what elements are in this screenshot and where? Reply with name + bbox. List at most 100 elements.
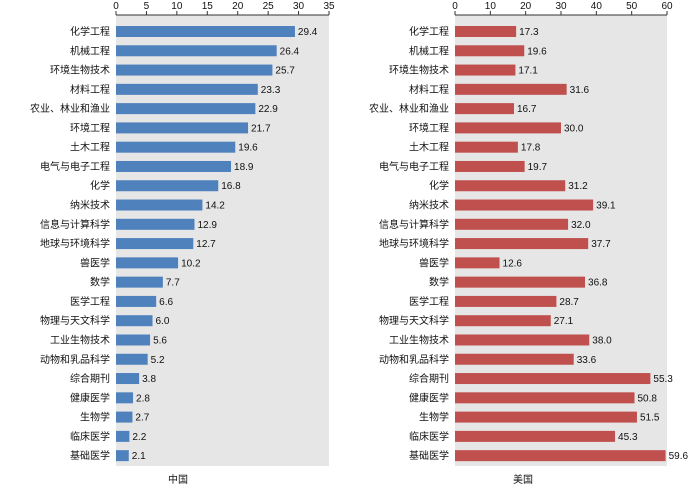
chart1-value-label: 37.7 bbox=[591, 239, 611, 250]
chart0-bar bbox=[116, 180, 219, 192]
chart0-value-label: 2.2 bbox=[132, 432, 146, 443]
chart1-value-label: 36.8 bbox=[588, 278, 608, 289]
chart0-title: 中国 bbox=[168, 473, 188, 486]
chart0-value-label: 26.4 bbox=[280, 46, 300, 57]
chart1-bar bbox=[455, 411, 637, 423]
chart1-tick-label: 10 bbox=[485, 1, 497, 12]
chart0-tick-label: 10 bbox=[171, 1, 183, 12]
chart1-value-label: 31.2 bbox=[568, 181, 588, 192]
chart1-tick-label: 40 bbox=[591, 1, 603, 12]
chart1-value-label: 28.7 bbox=[559, 297, 579, 308]
chart1-bar bbox=[455, 334, 590, 346]
chart1-category-label: 动物和乳品科学 bbox=[379, 353, 449, 366]
chart0-bar bbox=[116, 295, 157, 307]
chart0-bar bbox=[116, 103, 256, 115]
chart1-category-label: 土木工程 bbox=[409, 141, 449, 154]
chart1-bar bbox=[455, 64, 516, 76]
chart1-category-label: 工业生物技术 bbox=[389, 333, 449, 346]
chart0-value-label: 10.2 bbox=[181, 258, 201, 269]
chart0-category-label: 综合期刊 bbox=[70, 372, 110, 385]
chart0-bar bbox=[116, 392, 134, 404]
chart1-bar bbox=[455, 315, 551, 327]
chart1-category-label: 临床医学 bbox=[409, 430, 449, 443]
chart1-category-label: 健康医学 bbox=[409, 391, 449, 404]
chart0-category-label: 化学 bbox=[90, 179, 110, 192]
chart1-tick-label: 20 bbox=[520, 1, 532, 12]
chart1-value-label: 17.3 bbox=[519, 27, 539, 38]
chart0-bar bbox=[116, 334, 151, 346]
chart0-value-label: 23.3 bbox=[261, 85, 281, 96]
chart1-tick-label: 30 bbox=[555, 1, 567, 12]
chart1-category-label: 基础医学 bbox=[409, 449, 449, 462]
chart1-value-label: 17.8 bbox=[521, 143, 541, 154]
chart1-bar bbox=[455, 26, 517, 37]
chart1-value-label: 19.6 bbox=[527, 46, 547, 57]
chart1-category-label: 环境工程 bbox=[409, 121, 449, 134]
chart0-category-label: 动物和乳品科学 bbox=[40, 353, 110, 366]
chart1-category-label: 农业、林业和渔业 bbox=[369, 102, 449, 115]
chart1-bar bbox=[455, 103, 515, 115]
chart1-category-label: 电气与电子工程 bbox=[379, 160, 449, 173]
chart0-value-label: 6.6 bbox=[159, 297, 173, 308]
chart1-category-label: 数学 bbox=[429, 276, 449, 289]
chart1-value-label: 30.0 bbox=[564, 123, 584, 134]
chart0-bar bbox=[116, 160, 232, 172]
chart0-category-label: 基础医学 bbox=[70, 449, 110, 462]
chart1-bar bbox=[455, 122, 561, 134]
chart0-category-label: 环境生物技术 bbox=[50, 64, 110, 77]
chart1-bar bbox=[455, 373, 651, 385]
chart0-tick-label: 30 bbox=[293, 1, 305, 12]
chart1-tick-label: 60 bbox=[661, 1, 673, 12]
chart1-bar bbox=[455, 353, 574, 365]
chart0-value-label: 7.7 bbox=[166, 278, 180, 289]
chart0-value-label: 3.8 bbox=[142, 374, 156, 385]
chart1-value-label: 50.8 bbox=[637, 393, 657, 404]
chart1-category-label: 环境生物技术 bbox=[389, 64, 449, 77]
chart1-bar bbox=[455, 295, 557, 307]
chart1-category-label: 兽医学 bbox=[419, 256, 449, 269]
chart1-bar bbox=[455, 83, 567, 95]
chart0-category-label: 机械工程 bbox=[70, 44, 110, 57]
chart1-category-label: 信息与计算科学 bbox=[379, 218, 449, 231]
chart0-value-label: 14.2 bbox=[205, 201, 225, 212]
chart0-bar bbox=[116, 276, 163, 288]
chart1-value-label: 39.1 bbox=[596, 201, 616, 212]
chart1-bar bbox=[455, 238, 589, 250]
chart0-tick-label: 0 bbox=[113, 1, 119, 12]
chart0-bar bbox=[116, 238, 194, 250]
chart1-value-label: 55.3 bbox=[653, 374, 673, 385]
chart1-value-label: 32.0 bbox=[571, 220, 591, 231]
chart1-category-label: 纳米技术 bbox=[409, 199, 449, 212]
chart0-bar bbox=[116, 199, 203, 211]
chart1-value-label: 33.6 bbox=[577, 355, 597, 366]
chart0-value-label: 18.9 bbox=[234, 162, 254, 173]
chart1-bar bbox=[455, 392, 635, 404]
chart1-bar bbox=[455, 199, 594, 211]
chart1-category-label: 生物学 bbox=[419, 411, 449, 424]
chart1-value-label: 45.3 bbox=[618, 432, 638, 443]
chart1-category-label: 综合期刊 bbox=[409, 372, 449, 385]
chart0-category-label: 物理与天文科学 bbox=[40, 314, 110, 327]
chart1-value-label: 27.1 bbox=[554, 316, 574, 327]
chart1-value-label: 38.0 bbox=[592, 335, 612, 346]
chart1-bar bbox=[455, 257, 500, 269]
chart1-tick-label: 0 bbox=[452, 1, 458, 12]
chart0-value-label: 25.7 bbox=[275, 66, 295, 77]
chart0-category-label: 健康医学 bbox=[70, 391, 110, 404]
chart0-category-label: 医学工程 bbox=[70, 295, 110, 308]
chart1-category-label: 机械工程 bbox=[409, 44, 449, 57]
chart1-value-label: 12.6 bbox=[503, 258, 523, 269]
chart1-category-label: 材料工程 bbox=[409, 83, 449, 96]
chart1-value-label: 31.6 bbox=[570, 85, 590, 96]
chart0-bar bbox=[116, 26, 295, 37]
chart0-bar bbox=[116, 45, 277, 57]
chart0-bar bbox=[116, 373, 140, 385]
chart1-bar bbox=[455, 45, 525, 57]
chart0-value-label: 2.7 bbox=[135, 413, 149, 424]
chart1-value-label: 17.1 bbox=[518, 66, 538, 77]
chart0-bar bbox=[116, 411, 133, 423]
chart0-value-label: 12.7 bbox=[196, 239, 216, 250]
chart1-bar bbox=[455, 430, 616, 442]
chart0-bar bbox=[116, 122, 249, 134]
